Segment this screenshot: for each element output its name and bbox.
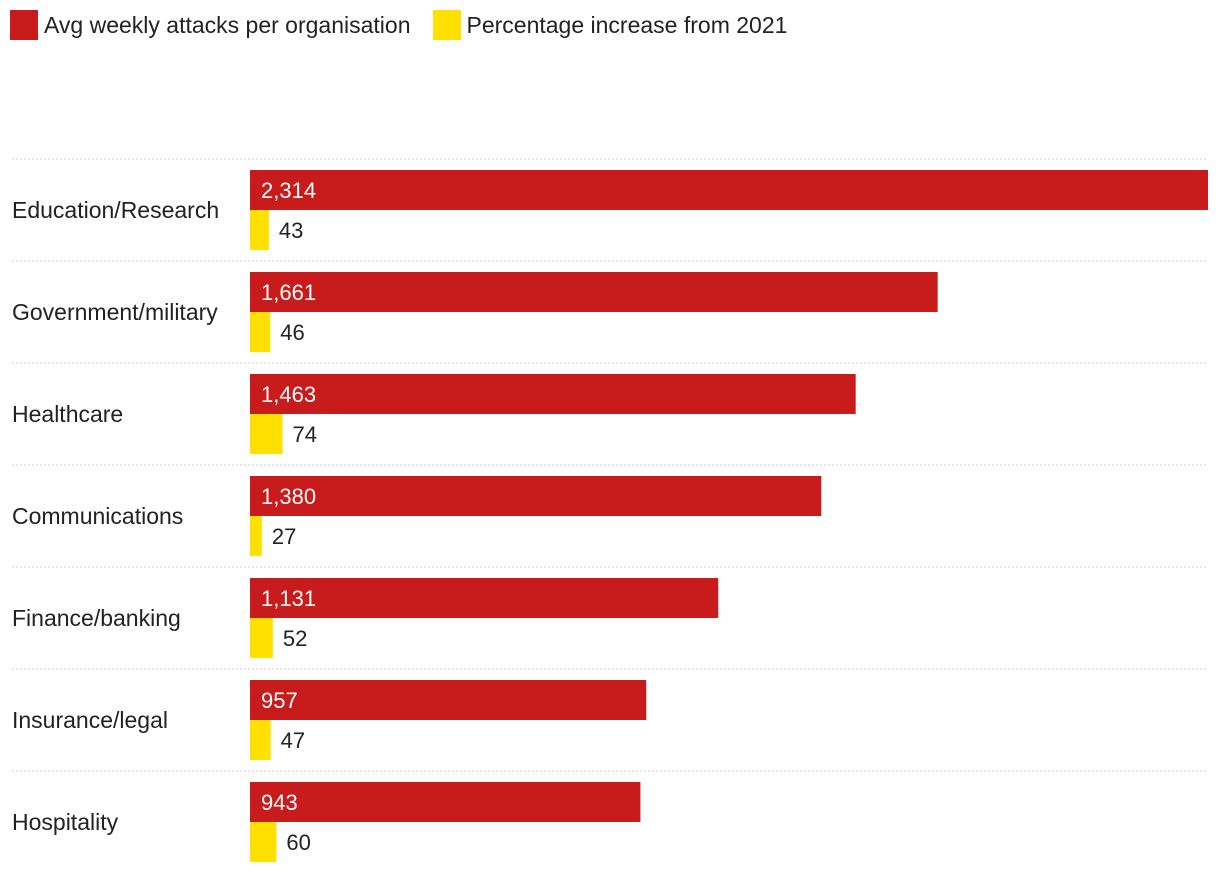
attacks-value-label: 957 xyxy=(261,688,298,713)
increase-bar xyxy=(250,720,271,760)
increase-value-label: 74 xyxy=(293,422,317,447)
legend-swatch-increase xyxy=(432,10,461,40)
attacks-value-label: 1,380 xyxy=(261,484,316,509)
category-label: Hospitality xyxy=(12,809,119,835)
attacks-value-label: 1,463 xyxy=(261,382,316,407)
category-label: Government/military xyxy=(12,299,218,325)
attacks-bar xyxy=(250,578,719,618)
attacks-bar xyxy=(250,476,822,516)
increase-value-label: 52 xyxy=(283,626,307,651)
attacks-value-label: 1,661 xyxy=(261,280,316,305)
attacks-bar xyxy=(250,272,938,312)
attacks-value-label: 2,314 xyxy=(261,178,316,203)
attacks-bar xyxy=(250,680,647,720)
attacks-value-label: 1,131 xyxy=(261,586,316,611)
category-label: Finance/banking xyxy=(12,605,181,631)
increase-bar xyxy=(250,822,277,862)
legend-item-increase: Percentage increase from 2021 xyxy=(432,10,788,40)
increase-bar xyxy=(250,414,283,454)
increase-value-label: 60 xyxy=(286,830,310,855)
legend-swatch-attacks xyxy=(10,10,38,40)
legend-label-attacks: Avg weekly attacks per organisation xyxy=(44,11,411,38)
legend-item-attacks: Avg weekly attacks per organisation xyxy=(10,10,411,40)
increase-value-label: 27 xyxy=(272,524,296,549)
category-label: Communications xyxy=(12,503,183,529)
increase-bar xyxy=(250,210,269,250)
attacks-bar xyxy=(250,782,641,822)
increase-value-label: 43 xyxy=(279,218,303,243)
increase-value-label: 47 xyxy=(281,728,305,753)
increase-bar xyxy=(250,618,273,658)
attacks-bar xyxy=(250,374,856,414)
category-label: Healthcare xyxy=(12,401,123,427)
legend: Avg weekly attacks per organisation Perc… xyxy=(10,10,809,40)
legend-label-increase: Percentage increase from 2021 xyxy=(466,11,788,38)
attacks-value-label: 943 xyxy=(261,790,298,815)
attacks-bar xyxy=(250,170,1208,210)
category-label: Education/Research xyxy=(12,197,219,223)
increase-bar xyxy=(250,312,271,352)
increase-value-label: 46 xyxy=(280,320,304,345)
increase-bar xyxy=(250,516,262,556)
category-label: Insurance/legal xyxy=(12,707,168,733)
